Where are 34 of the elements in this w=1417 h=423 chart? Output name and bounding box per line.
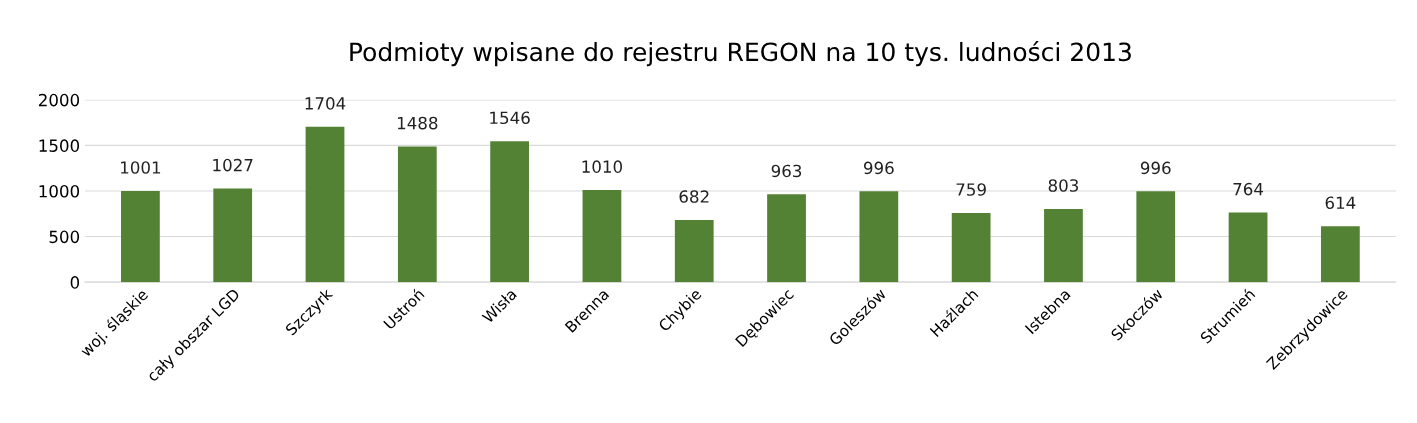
y-tick-label: 1500 bbox=[39, 139, 80, 152]
data-label: 1027 bbox=[213, 158, 253, 172]
bar bbox=[582, 190, 622, 283]
bar bbox=[767, 194, 806, 283]
data-label: 1001 bbox=[121, 161, 161, 174]
data-label: 996 bbox=[1140, 161, 1171, 175]
data-label: 1546 bbox=[490, 111, 530, 125]
chart-title: Podmioty wpisane do rejestru REGON na 10 tys. ludności 2013 bbox=[350, 40, 1131, 67]
bar bbox=[859, 191, 899, 283]
bar bbox=[951, 212, 991, 283]
data-label: 963 bbox=[771, 164, 802, 178]
bar bbox=[490, 141, 530, 283]
data-label: 759 bbox=[956, 183, 986, 196]
y-tick-label: 1000 bbox=[39, 184, 80, 198]
bar bbox=[1320, 226, 1360, 283]
bar bbox=[397, 146, 437, 283]
y-tick-label: 500 bbox=[49, 230, 80, 244]
bar bbox=[1136, 191, 1176, 283]
bar bbox=[1228, 212, 1268, 283]
bar bbox=[213, 188, 253, 283]
bar bbox=[1044, 208, 1083, 283]
data-label: 1488 bbox=[397, 116, 438, 130]
data-label: 1704 bbox=[305, 97, 346, 110]
data-label: 614 bbox=[1325, 196, 1356, 210]
data-label: 996 bbox=[863, 161, 894, 175]
bar bbox=[305, 126, 345, 283]
y-tick-label: 2000 bbox=[38, 93, 80, 107]
bar bbox=[674, 219, 714, 283]
data-label: 1010 bbox=[582, 160, 623, 173]
y-tick-label: 0 bbox=[70, 276, 80, 289]
data-label: 803 bbox=[1048, 179, 1079, 192]
data-label: 682 bbox=[679, 190, 709, 203]
bar bbox=[121, 190, 160, 283]
data-label: 764 bbox=[1233, 182, 1264, 196]
